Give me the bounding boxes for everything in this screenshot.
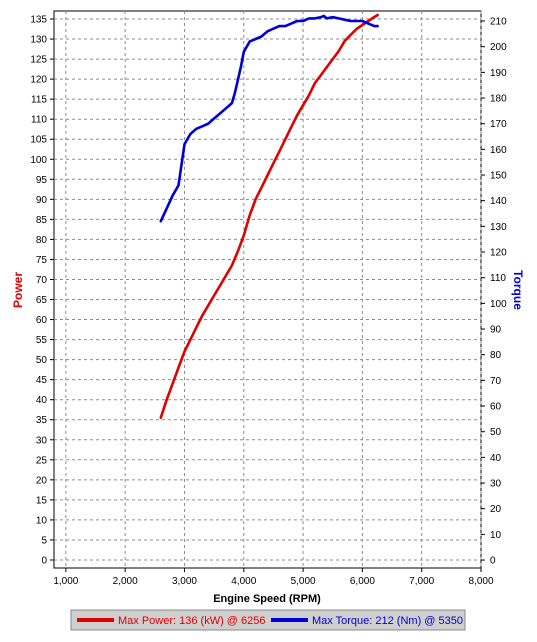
y-right-tick-label: 110 bbox=[490, 273, 506, 284]
y-left-tick-label: 55 bbox=[36, 335, 48, 346]
x-tick-label: 2,000 bbox=[113, 576, 138, 587]
x-tick-label: 3,000 bbox=[172, 576, 197, 587]
y-right-tick-label: 40 bbox=[490, 453, 502, 464]
y-left-tick-label: 60 bbox=[36, 315, 48, 326]
y-right-tick-label: 180 bbox=[490, 94, 507, 105]
series-lines bbox=[159, 13, 379, 420]
y-right-tick-labels: 0 10 20 30 40 50 60 70 80 90 100 110 120 130 140 150 160… bbox=[481, 17, 507, 567]
y-left-tick-label: 10 bbox=[36, 515, 48, 526]
y-left-tick-label: 70 bbox=[36, 275, 48, 286]
y-right-tick-label: 150 bbox=[490, 171, 507, 182]
y-left-tick-label: 40 bbox=[36, 395, 48, 406]
y-left-tick-label: 120 bbox=[30, 75, 47, 86]
y-right-tick-label: 0 bbox=[490, 556, 496, 567]
y-left-tick-label: 100 bbox=[30, 155, 47, 166]
y-right-tick-label: 130 bbox=[490, 222, 507, 233]
x-tick-label: 8,000 bbox=[468, 576, 493, 587]
y-left-tick-label: 20 bbox=[36, 475, 48, 486]
y-left-tick-label: 65 bbox=[36, 295, 48, 306]
y-left-tick-label: 85 bbox=[36, 215, 48, 226]
y-right-tick-label: 80 bbox=[490, 350, 502, 361]
y-right-tick-label: 30 bbox=[490, 479, 502, 490]
y-left-tick-label: 0 bbox=[41, 555, 47, 566]
legend-power-label: Max Power: 136 (kW) @ 6256 bbox=[118, 615, 266, 627]
x-tick-label: 6,000 bbox=[350, 576, 375, 587]
y-left-tick-label: 30 bbox=[36, 435, 48, 446]
y-left-tick-label: 45 bbox=[36, 375, 48, 386]
y-left-tick-label: 125 bbox=[30, 55, 47, 66]
torque-series-line bbox=[159, 14, 379, 223]
grid-lines bbox=[54, 11, 482, 568]
x-tick-label: 4,000 bbox=[231, 576, 256, 587]
plot-area bbox=[53, 10, 482, 569]
y-right-tick-label: 190 bbox=[490, 68, 507, 79]
legend-box bbox=[70, 609, 466, 631]
y-right-tick-label: 160 bbox=[490, 145, 507, 156]
y-right-tick-label: 140 bbox=[490, 196, 507, 207]
y-left-tick-label: 135 bbox=[30, 15, 47, 26]
y-left-tick-labels: 0 5 10 15 20 25 30 35 40 45 50 55 60 65 70 75 80 85 90 95 10… bbox=[30, 15, 54, 566]
y-right-tick-label: 100 bbox=[490, 299, 507, 310]
y-left-tick-label: 105 bbox=[30, 135, 47, 146]
y-right-tick-label: 120 bbox=[490, 248, 507, 259]
y-left-tick-label: 110 bbox=[31, 115, 47, 126]
y-left-tick-label: 5 bbox=[41, 535, 47, 546]
y-left-tick-label: 80 bbox=[36, 235, 48, 246]
y-left-axis-title: Power bbox=[11, 272, 25, 308]
legend-torque-label: Max Torque: 212 (Nm) @ 5350 bbox=[312, 615, 463, 627]
y-left-tick-label: 15 bbox=[36, 495, 48, 506]
y-left-tick-label: 115 bbox=[31, 95, 47, 106]
x-tick-labels: 1,000 2,000 3,000 4,000 5,000 6,000 7,000 8,000 bbox=[53, 568, 494, 587]
y-left-tick-label: 90 bbox=[36, 195, 48, 206]
x-tick-label: 1,000 bbox=[53, 576, 78, 587]
y-left-tick-label: 50 bbox=[36, 355, 48, 366]
y-right-tick-label: 60 bbox=[490, 402, 502, 413]
y-left-tick-label: 35 bbox=[36, 415, 48, 426]
y-right-tick-label: 70 bbox=[490, 376, 502, 387]
y-right-tick-label: 170 bbox=[490, 119, 507, 130]
x-axis-title: Engine Speed (RPM) bbox=[213, 593, 321, 605]
y-left-tick-label: 95 bbox=[36, 175, 48, 186]
x-tick-label: 7,000 bbox=[409, 576, 434, 587]
y-right-tick-label: 10 bbox=[490, 530, 502, 541]
y-right-axis-title: Torque bbox=[511, 270, 525, 310]
y-right-tick-label: 20 bbox=[490, 504, 502, 515]
legend: Max Power: 136 (kW) @ 6256 Max Torque: 2… bbox=[70, 609, 466, 631]
y-right-tick-label: 200 bbox=[490, 42, 507, 53]
y-left-tick-label: 130 bbox=[30, 35, 47, 46]
power-series-line bbox=[159, 13, 379, 420]
y-left-tick-label: 75 bbox=[36, 255, 48, 266]
y-right-tick-label: 210 bbox=[490, 17, 507, 28]
x-tick-label: 5,000 bbox=[291, 576, 316, 587]
y-right-tick-label: 50 bbox=[490, 427, 502, 438]
y-left-tick-label: 25 bbox=[36, 455, 48, 466]
y-right-tick-label: 90 bbox=[490, 325, 502, 336]
